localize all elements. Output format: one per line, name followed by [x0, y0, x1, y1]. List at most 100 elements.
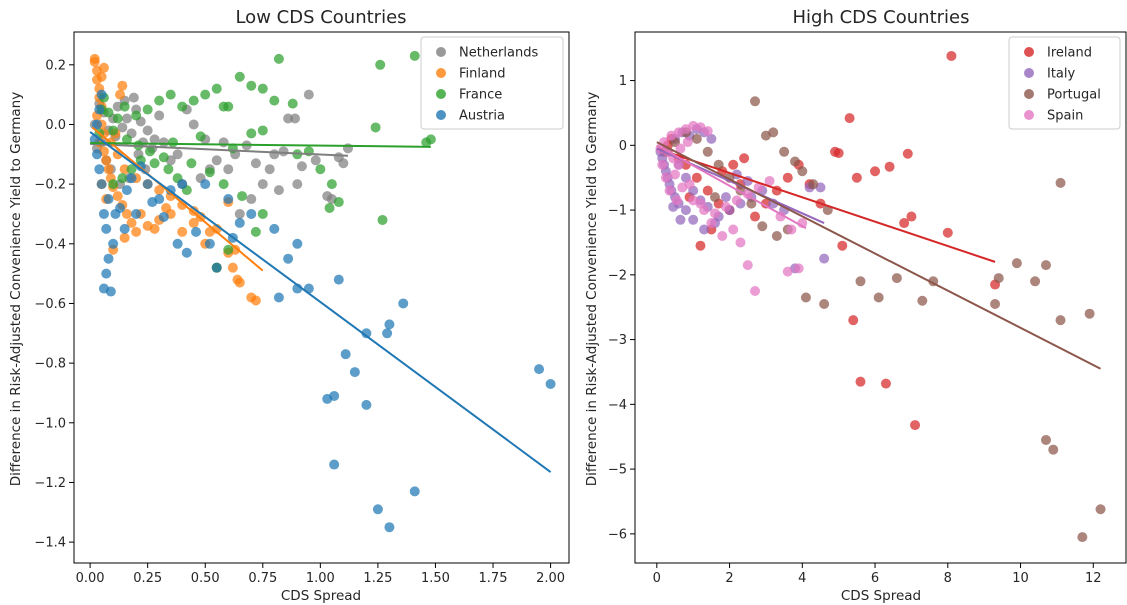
point-france-6: [269, 95, 280, 106]
point-france-56: [204, 167, 215, 178]
point-finland-33: [234, 277, 245, 288]
point-france-9: [223, 101, 234, 112]
point-finland-35: [250, 295, 261, 306]
point-portugal-2: [1055, 315, 1066, 326]
point-ireland-23: [750, 211, 761, 222]
legend-marker-france: [436, 89, 446, 99]
panel-title: Low CDS Countries: [235, 7, 406, 28]
point-netherlands-1: [283, 113, 294, 124]
fit-line-netherlands: [90, 142, 349, 157]
axes-frame: [73, 31, 570, 564]
y-tick-label: −1.0: [34, 416, 66, 431]
point-spain-28: [753, 182, 764, 193]
point-netherlands-9: [257, 179, 268, 190]
legend-label-france: France: [459, 88, 502, 103]
point-austria-22: [246, 208, 257, 219]
point-austria-7: [349, 367, 360, 378]
point-netherlands-50: [269, 149, 280, 160]
point-france-57: [218, 179, 229, 190]
plot-area: [655, 50, 1106, 543]
point-austria-25: [177, 179, 188, 190]
point-spain-21: [677, 182, 688, 193]
point-france-30: [246, 128, 257, 139]
point-netherlands-52: [296, 161, 307, 172]
point-france-35: [326, 179, 337, 190]
point-spain-35: [657, 159, 668, 170]
point-ireland-7: [902, 148, 913, 159]
point-france-0: [409, 50, 420, 61]
x-tick-label: 6: [871, 571, 879, 586]
legend: Netherlands Finland France Austria: [420, 36, 564, 130]
axes-frame: [634, 31, 1127, 564]
point-finland-30: [227, 262, 238, 273]
point-portugal-28: [771, 230, 782, 241]
point-spain-23: [699, 205, 710, 216]
point-finland-12: [103, 164, 114, 175]
legend-marker-portugal: [1024, 89, 1034, 99]
x-tick-label: 2.00: [536, 571, 565, 586]
point-france-49: [108, 179, 119, 190]
y-axis-label: Difference in Risk-Adjusted Convenience …: [8, 92, 24, 486]
point-italy-10: [680, 205, 691, 216]
point-austria-56: [204, 238, 215, 249]
x-tick-label: 0.50: [191, 571, 220, 586]
point-france-40: [223, 244, 234, 255]
x-tick-label: 1.50: [421, 571, 450, 586]
point-ireland-1: [844, 113, 855, 124]
point-ireland-12: [837, 240, 848, 251]
y-tick-label: −2: [608, 268, 627, 283]
point-spain-5: [728, 224, 739, 235]
y-tick-label: −0.4: [34, 237, 66, 252]
point-netherlands-8: [273, 185, 284, 196]
y-tick-label: 0.0: [45, 118, 66, 133]
point-portugal-5: [1030, 276, 1041, 287]
point-spain-25: [720, 201, 731, 212]
point-finland-50: [154, 185, 165, 196]
point-ireland-24: [739, 153, 750, 164]
point-spain-39: [682, 137, 693, 148]
point-ireland-25: [728, 159, 739, 170]
point-france-7: [287, 98, 298, 109]
point-austria-19: [273, 292, 284, 303]
point-france-12: [188, 95, 199, 106]
y-tick-label: −1.4: [34, 536, 66, 551]
point-portugal-30: [746, 198, 757, 209]
point-austria-53: [172, 238, 183, 249]
point-austria-18: [283, 253, 294, 264]
y-axis: 0.2 0.0 −0.2 −0.4 −0.6 −0.8 −1.0 −1.2 −1.4: [34, 58, 74, 551]
point-spain-24: [710, 208, 721, 219]
point-finland-17: [121, 208, 132, 219]
point-ireland-22: [760, 198, 771, 209]
point-austria-28: [142, 179, 153, 190]
point-france-13: [177, 101, 188, 112]
point-ireland-6: [884, 161, 895, 172]
low-cds-panel: Low CDS Countries 0.00 0.25 0.50 0.75 1.00 1.…: [8, 7, 570, 604]
point-netherlands-45: [218, 137, 229, 148]
legend-label-ireland: Ireland: [1047, 46, 1092, 61]
point-austria-29: [131, 208, 142, 219]
point-finland-11: [101, 155, 112, 166]
point-netherlands-41: [158, 137, 169, 148]
y-tick-label: −5: [608, 463, 627, 478]
point-austria-49: [126, 173, 137, 184]
point-france-19: [112, 113, 123, 124]
point-france-27: [421, 137, 432, 148]
point-austria-54: [181, 247, 192, 258]
x-axis: 0 2 4 6 8 10 12: [653, 563, 1102, 586]
point-france-14: [165, 89, 176, 100]
x-tick-label: 1.75: [479, 571, 508, 586]
point-finland-38: [119, 232, 130, 243]
point-portugal-34: [702, 146, 713, 157]
point-austria-4: [382, 328, 393, 339]
point-france-2: [273, 53, 284, 64]
point-spain-18: [702, 126, 713, 137]
fit-line-france: [90, 141, 431, 148]
y-axis-label: Difference in Risk-Adjusted Convenience …: [584, 92, 600, 486]
x-tick-label: 4: [798, 571, 806, 586]
point-austria-12: [329, 459, 340, 470]
point-netherlands-56: [117, 122, 128, 133]
point-italy-0: [819, 253, 830, 264]
point-finland-39: [96, 71, 107, 82]
point-austria-42: [96, 89, 107, 100]
